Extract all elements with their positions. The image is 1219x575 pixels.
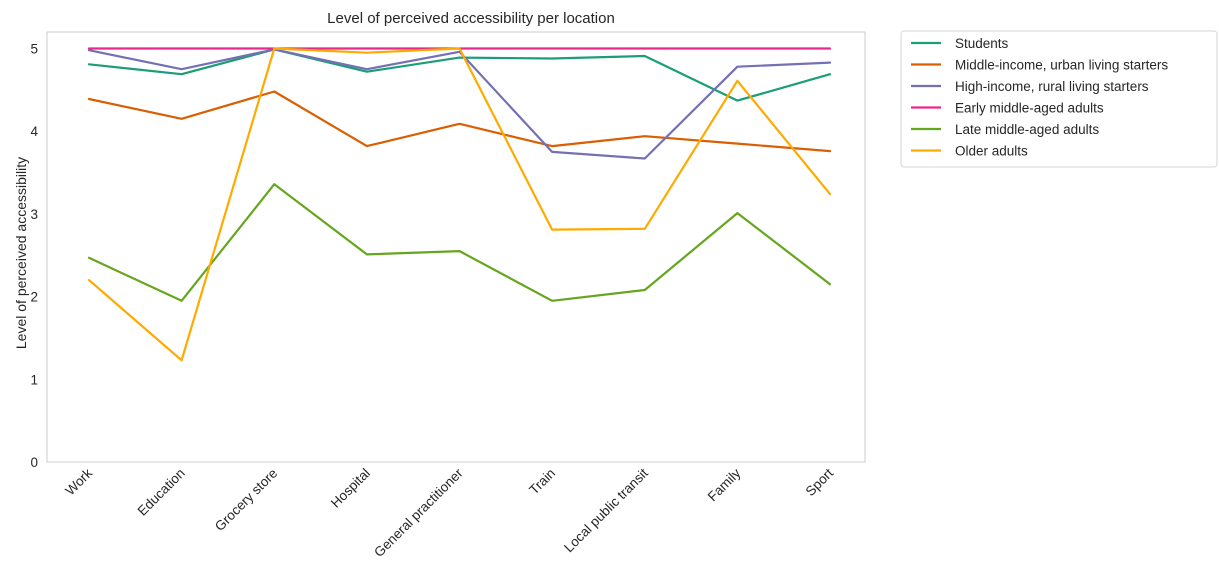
y-tick-label: 3 bbox=[30, 207, 38, 222]
legend-label: Late middle-aged adults bbox=[955, 122, 1099, 137]
series-line-5 bbox=[87, 183, 832, 302]
legend-label: Middle-income, urban living starters bbox=[955, 58, 1168, 73]
series-line-1 bbox=[87, 48, 832, 102]
y-tick-label: 0 bbox=[30, 455, 38, 470]
x-tick-label: Train bbox=[526, 466, 558, 498]
series-line-6 bbox=[87, 47, 832, 362]
series-lines bbox=[87, 47, 832, 362]
x-tick-label: Work bbox=[62, 465, 95, 498]
x-tick-label: Family bbox=[705, 465, 744, 504]
x-tick-label: Hospital bbox=[328, 466, 373, 511]
chart-title: Level of perceived accessibility per loc… bbox=[327, 10, 615, 27]
x-tick-label: Grocery store bbox=[212, 466, 280, 534]
legend-label: Older adults bbox=[955, 144, 1028, 159]
y-tick-label: 5 bbox=[30, 42, 38, 57]
x-tick-label: Sport bbox=[803, 465, 837, 499]
x-tick-label: Local public transit bbox=[561, 465, 651, 555]
y-axis-ticks: 0 1 2 3 4 5 bbox=[30, 42, 38, 470]
y-axis-label: Level of perceived accessibility bbox=[13, 157, 29, 349]
x-axis-ticks: Work Education Grocery store HospitalGenera… bbox=[62, 465, 836, 560]
x-tick-label: General practitioner bbox=[371, 465, 466, 560]
legend-label: Early middle-aged adults bbox=[955, 101, 1104, 116]
series-line-2 bbox=[87, 90, 832, 153]
y-tick-label: 2 bbox=[30, 290, 38, 305]
plot-area-frame bbox=[46, 31, 866, 463]
legend: Students Middle-income, urban living star… bbox=[900, 30, 1218, 168]
legend-frame bbox=[900, 30, 1218, 168]
y-tick-label: 1 bbox=[30, 372, 38, 387]
legend-label: Students bbox=[955, 36, 1009, 51]
series-line-3 bbox=[87, 48, 832, 160]
legend-label: High-income, rural living starters bbox=[955, 79, 1149, 94]
y-tick-label: 4 bbox=[30, 124, 38, 139]
x-tick-label: Education bbox=[135, 466, 188, 519]
